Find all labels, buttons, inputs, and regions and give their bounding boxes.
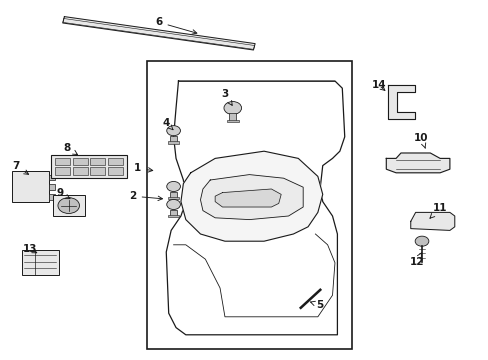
Bar <box>167 141 179 144</box>
Bar <box>170 136 177 142</box>
Circle shape <box>224 102 241 114</box>
Text: 8: 8 <box>64 143 77 154</box>
Text: 4: 4 <box>162 118 173 130</box>
Circle shape <box>166 181 180 192</box>
Circle shape <box>166 199 180 210</box>
Text: 6: 6 <box>155 17 197 34</box>
Bar <box>170 192 177 198</box>
Polygon shape <box>62 17 255 50</box>
Polygon shape <box>215 189 281 207</box>
Circle shape <box>414 236 428 246</box>
Bar <box>49 175 55 180</box>
Bar <box>167 197 179 199</box>
Bar <box>73 167 87 175</box>
Text: 5: 5 <box>310 300 323 310</box>
Bar <box>55 158 70 165</box>
Bar <box>22 250 59 275</box>
Polygon shape <box>166 81 344 335</box>
Polygon shape <box>410 212 454 230</box>
Polygon shape <box>387 85 414 119</box>
Circle shape <box>166 126 180 136</box>
Text: 3: 3 <box>221 89 232 105</box>
Bar <box>108 158 122 165</box>
Bar <box>146 61 351 349</box>
Polygon shape <box>386 153 449 173</box>
Bar <box>170 210 177 216</box>
Bar <box>49 194 55 200</box>
Polygon shape <box>181 151 322 241</box>
Text: 12: 12 <box>408 253 423 267</box>
Bar <box>12 171 49 202</box>
Bar <box>53 195 84 216</box>
Bar <box>49 184 55 190</box>
Text: 2: 2 <box>129 191 162 201</box>
Text: 14: 14 <box>371 80 386 90</box>
Bar <box>167 215 179 217</box>
Bar <box>90 158 105 165</box>
Text: 7: 7 <box>12 161 28 174</box>
Text: 9: 9 <box>56 188 70 199</box>
Bar <box>229 113 236 121</box>
Text: 11: 11 <box>429 203 447 218</box>
Bar <box>108 167 122 175</box>
Bar <box>90 167 105 175</box>
Bar <box>73 158 87 165</box>
Bar <box>55 167 70 175</box>
Text: 10: 10 <box>413 132 428 148</box>
Circle shape <box>58 198 79 213</box>
Bar <box>51 155 127 178</box>
Polygon shape <box>200 175 303 220</box>
Text: 1: 1 <box>134 163 152 174</box>
Text: 13: 13 <box>23 244 38 255</box>
Bar <box>226 120 238 122</box>
